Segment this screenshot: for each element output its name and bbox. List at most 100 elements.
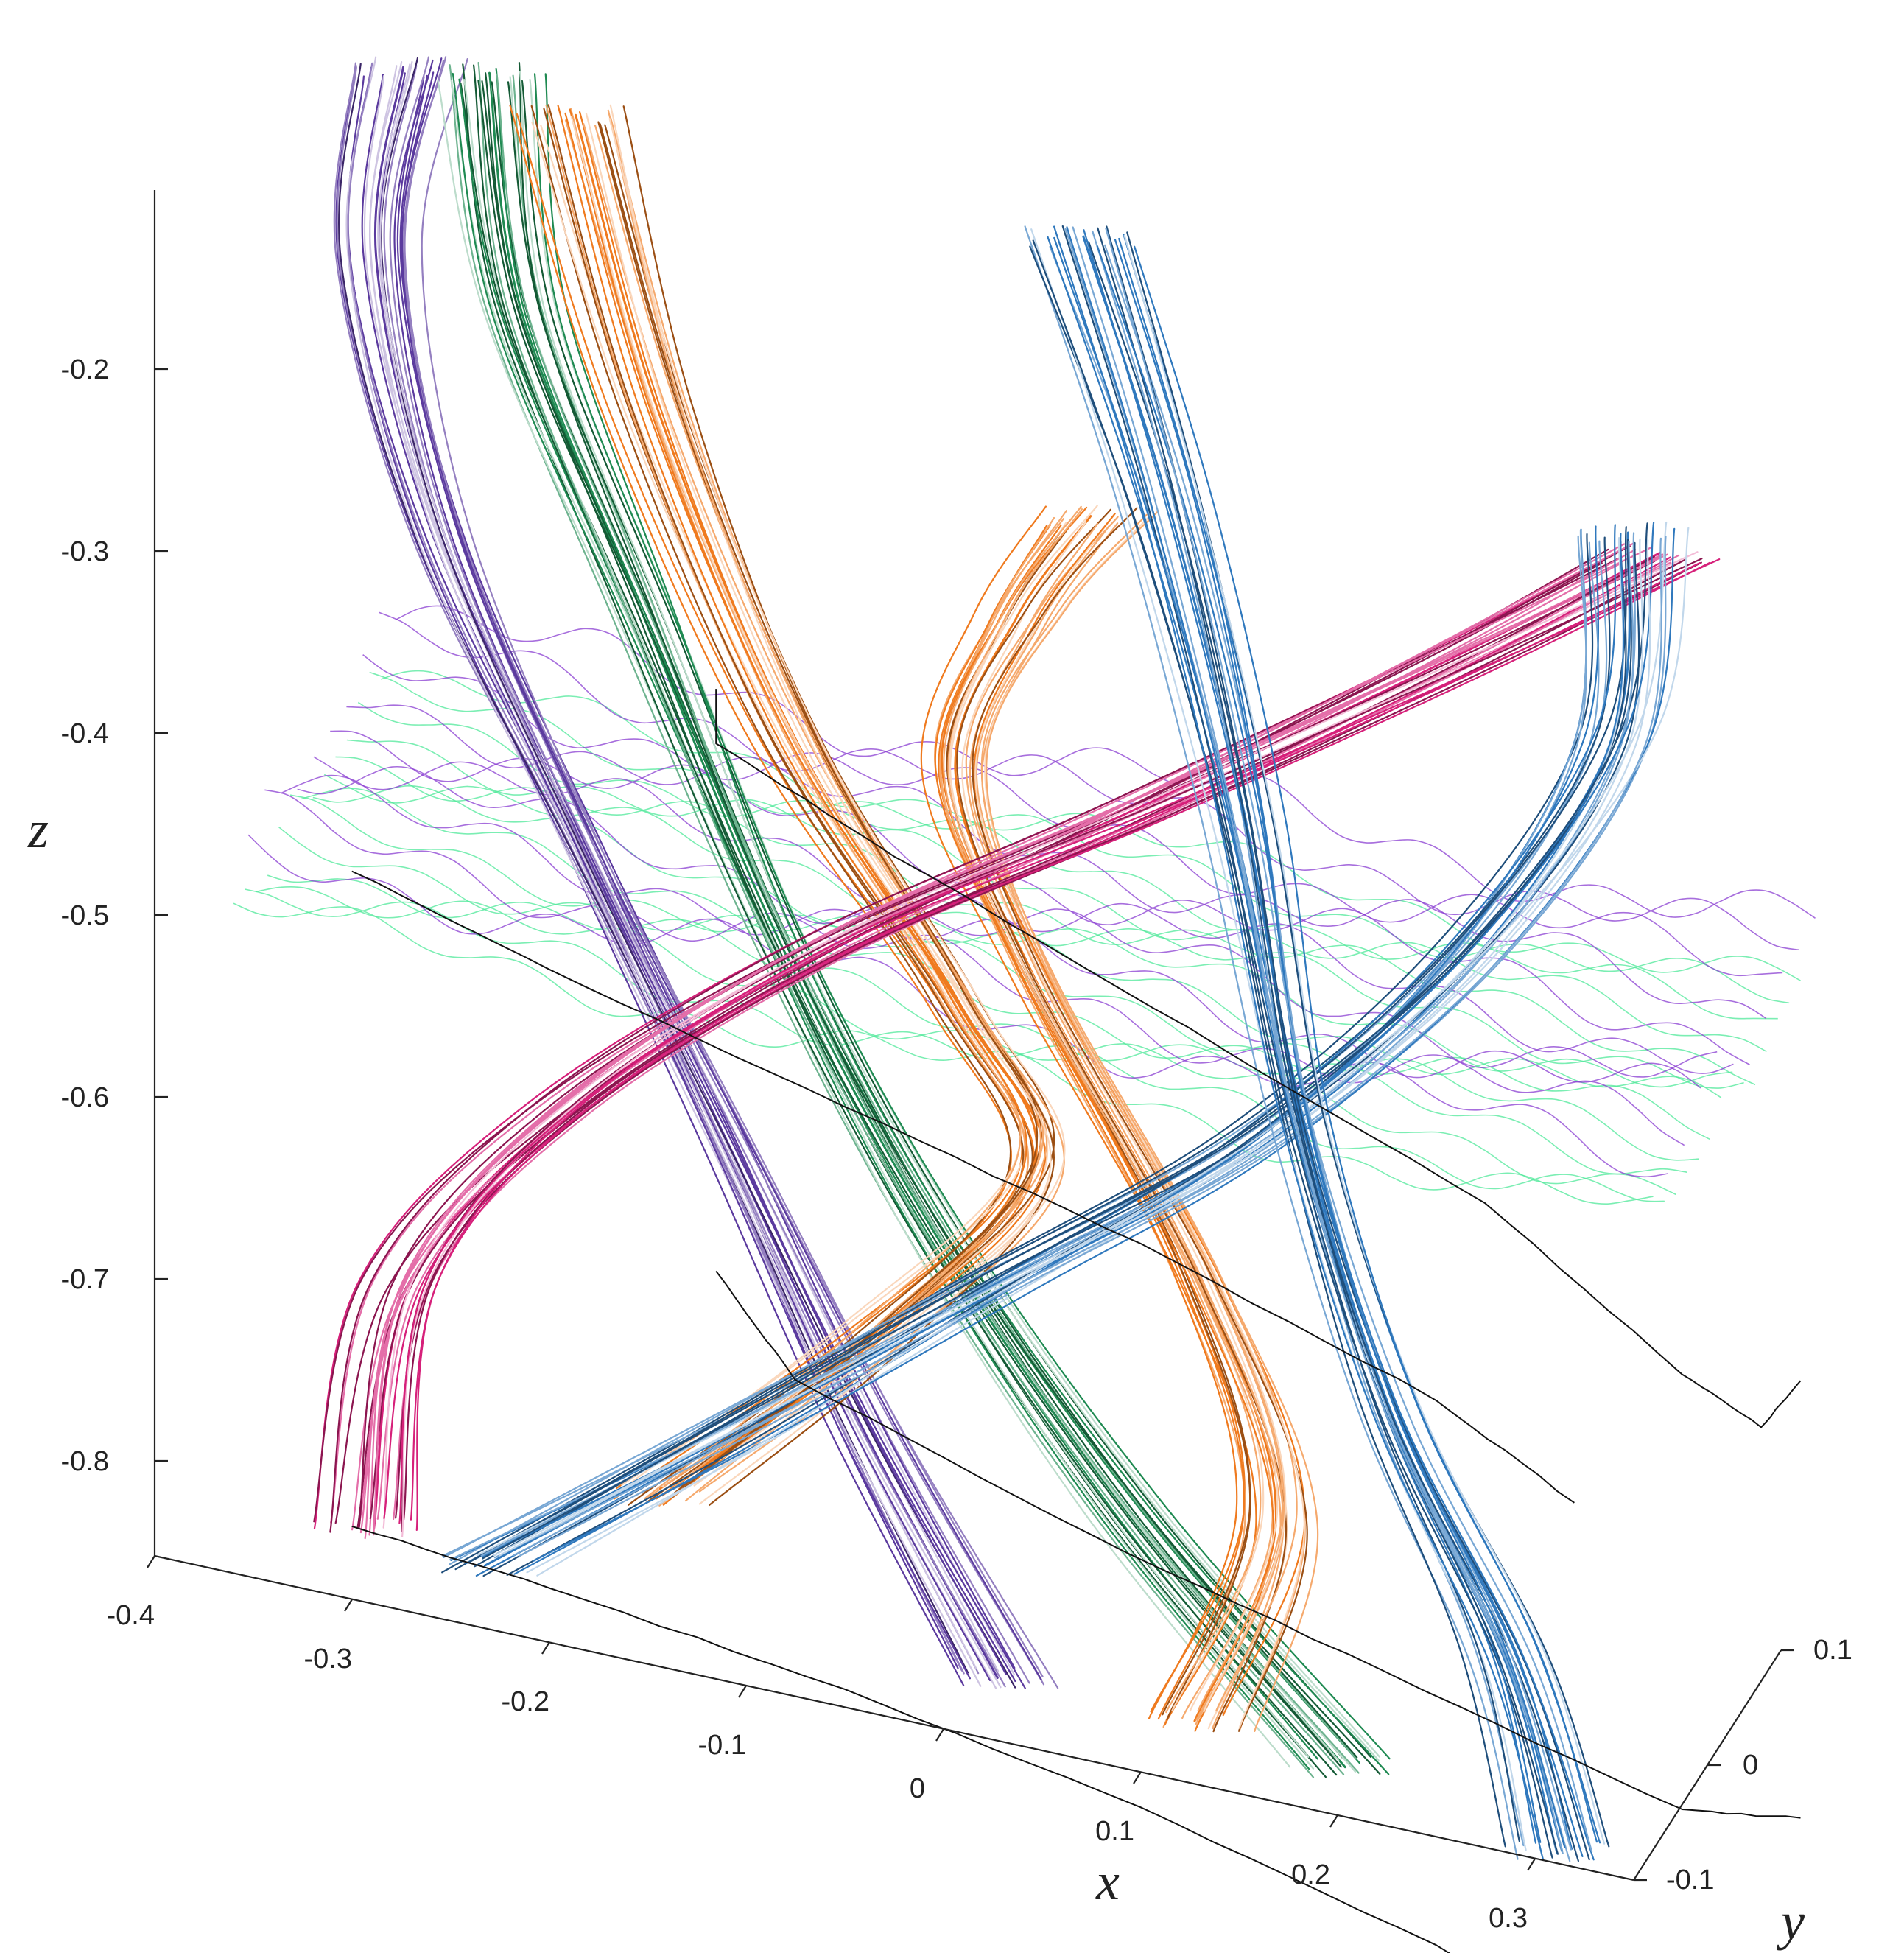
streamline bbox=[449, 540, 1608, 1565]
y-tick-label: 0 bbox=[1743, 1750, 1758, 1781]
streamline bbox=[570, 116, 1049, 1487]
streamline bbox=[1114, 239, 1584, 1857]
streamline bbox=[1123, 234, 1606, 1845]
z-tick: -0.2 bbox=[61, 354, 168, 385]
streamline bbox=[449, 64, 1315, 1778]
streamline bbox=[533, 527, 1676, 1562]
sheet-line bbox=[289, 794, 1710, 1140]
streamline bbox=[1092, 230, 1571, 1862]
streamline-bundle bbox=[509, 104, 1066, 1507]
streamline bbox=[1032, 239, 1520, 1842]
streamline bbox=[1088, 241, 1559, 1855]
streamline bbox=[398, 562, 1701, 1524]
streamline bbox=[473, 64, 1342, 1768]
sheet-line bbox=[264, 789, 1685, 1146]
x-tick: 0 bbox=[910, 1728, 944, 1804]
streamline-bundle bbox=[333, 56, 1059, 1689]
x-tick-label: -0.4 bbox=[107, 1600, 155, 1631]
streamline bbox=[513, 537, 1662, 1557]
streamline bbox=[358, 560, 1656, 1529]
z-tick-label: -0.2 bbox=[61, 354, 109, 385]
streamline bbox=[383, 65, 1006, 1688]
z-axis-title: z bbox=[27, 800, 49, 859]
x-tick: -0.3 bbox=[304, 1599, 353, 1675]
streamline bbox=[506, 522, 1648, 1577]
z-tick: -0.3 bbox=[61, 536, 168, 567]
streamline bbox=[526, 521, 1668, 1574]
streamline bbox=[403, 561, 1702, 1521]
x-tick: -0.2 bbox=[502, 1641, 550, 1717]
streamline-bundle bbox=[437, 62, 1391, 1778]
x-tick: 0.1 bbox=[1095, 1771, 1142, 1847]
streamline bbox=[986, 510, 1319, 1732]
streamline bbox=[622, 105, 1055, 1506]
streamline bbox=[450, 80, 1310, 1758]
z-tick-label: -0.6 bbox=[61, 1082, 109, 1113]
y-tick: 0.1 bbox=[1781, 1635, 1852, 1666]
vortex-sheet bbox=[247, 605, 1816, 1178]
x-tick-label: 0.1 bbox=[1095, 1816, 1134, 1847]
streamline bbox=[415, 558, 1721, 1531]
x-tick: 0.2 bbox=[1291, 1814, 1338, 1890]
streamline bbox=[1105, 228, 1593, 1853]
series-line bbox=[1082, 235, 1564, 1852]
streamline bbox=[333, 62, 965, 1675]
z-tick-label: -0.8 bbox=[61, 1446, 109, 1477]
y-tick: -0.1 bbox=[1634, 1865, 1714, 1896]
streamline bbox=[393, 554, 1680, 1520]
z-tick: -0.4 bbox=[61, 718, 168, 749]
y-tick-label: 0.1 bbox=[1813, 1635, 1852, 1666]
streamline bbox=[1024, 225, 1519, 1860]
x-tick-label: -0.3 bbox=[304, 1644, 352, 1675]
streamline-bundle bbox=[920, 505, 1319, 1733]
streamline bbox=[376, 554, 1662, 1520]
sheet-line bbox=[380, 670, 1801, 981]
streamline bbox=[480, 540, 1634, 1557]
streamline bbox=[477, 62, 1345, 1775]
streamline bbox=[531, 121, 1026, 1486]
streamline bbox=[1053, 225, 1545, 1861]
streamline-layer bbox=[313, 56, 1721, 1862]
streamline bbox=[345, 56, 982, 1687]
streamline bbox=[395, 558, 1687, 1519]
sheet-line bbox=[357, 701, 1778, 1020]
z-tick: -0.6 bbox=[61, 1082, 168, 1113]
sheet-line bbox=[233, 902, 1654, 1205]
streamline bbox=[338, 63, 969, 1674]
streamline bbox=[443, 541, 1600, 1558]
streamline bbox=[1083, 229, 1573, 1850]
streamline bbox=[361, 74, 971, 1680]
z-ticks: -0.2 -0.3 -0.4 -0.5 -0.6 -0.7 -0.8 bbox=[61, 354, 168, 1477]
sheet-line bbox=[335, 756, 1756, 1086]
streamline bbox=[421, 58, 1059, 1689]
trace-lower-back bbox=[715, 1270, 1801, 1819]
streamline bbox=[972, 507, 1308, 1732]
sheet-line bbox=[346, 704, 1767, 1020]
streamline bbox=[965, 516, 1285, 1730]
x-tick-label: -0.1 bbox=[698, 1730, 746, 1761]
x-tick-label: 0.2 bbox=[1291, 1859, 1330, 1890]
streamline bbox=[389, 56, 1030, 1684]
streamline bbox=[540, 125, 1022, 1489]
x-tick: -0.4 bbox=[107, 1555, 155, 1631]
z-tick-label: -0.7 bbox=[61, 1264, 109, 1295]
streamline bbox=[1097, 227, 1579, 1862]
streamline bbox=[608, 118, 1066, 1487]
streamline bbox=[934, 525, 1238, 1719]
black-trace-layer bbox=[351, 689, 1802, 1953]
x-tick: -0.1 bbox=[698, 1685, 747, 1761]
streamline bbox=[585, 112, 1056, 1490]
streamline bbox=[403, 56, 1045, 1686]
x-tick-label: 0 bbox=[910, 1773, 925, 1804]
streamline bbox=[1061, 225, 1553, 1859]
x-axis-line bbox=[154, 1554, 1634, 1882]
streamline bbox=[364, 547, 1652, 1540]
streamline bbox=[1134, 245, 1601, 1844]
streamline bbox=[401, 551, 1699, 1537]
z-tick: -0.7 bbox=[61, 1264, 168, 1295]
x-tick-label: -0.2 bbox=[502, 1686, 549, 1717]
z-axis: -0.2 -0.3 -0.4 -0.5 -0.6 -0.7 -0.8 z bbox=[27, 190, 168, 1556]
trace-lower-front bbox=[351, 1525, 1451, 1953]
x-tick-label: 0.3 bbox=[1489, 1903, 1528, 1934]
